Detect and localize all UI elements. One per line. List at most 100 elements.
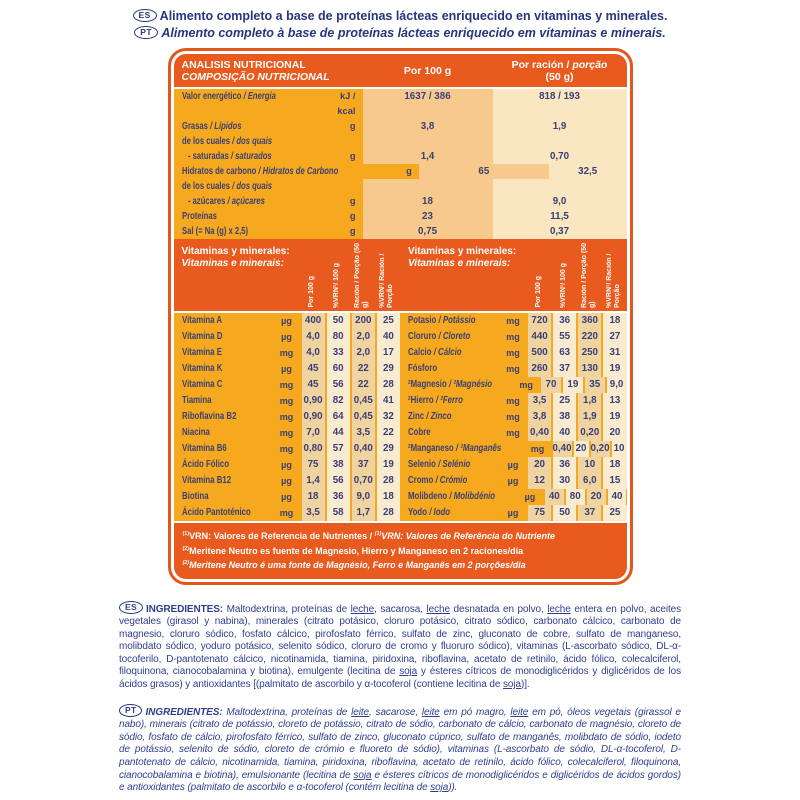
vitamin-value-per-100g: 4,0 — [301, 329, 325, 345]
vitamin-name: Ácido Pantoténico — [181, 507, 251, 518]
vitamin-unit: mg — [279, 508, 294, 518]
rotated-column-header: %VRN¹/ 100 g — [559, 262, 567, 308]
vitamin-value-per-serving: 0,70 — [351, 473, 375, 489]
vitamin-row: Vitamina D µg 4,0 80 2,0 40 — [174, 329, 400, 345]
vitamin-vrn-per-serving: 28 — [376, 505, 400, 521]
vitamin-row: Vitamina C mg 45 56 22 28 — [174, 377, 400, 393]
mineral-vrn-per-100g: 30 — [553, 473, 577, 489]
vitamin-vrn-per-serving: 28 — [376, 473, 400, 489]
rotated-column-header: %VRN¹/ Ración / Porção — [605, 253, 621, 308]
ingredients-paragraph-pt: PT INGREDIENTES: Maltodextrina, proteínas… — [119, 703, 681, 795]
mineral-value-per-serving: 1,9 — [578, 409, 602, 425]
macro-unit — [326, 179, 363, 194]
footnote-source-pt: (2)Meritene Neutro é uma fonte de Magnés… — [182, 560, 526, 570]
macro-value-per-serving: 9,0 — [492, 194, 627, 209]
macro-value-per-serving: 1,9 — [492, 119, 627, 134]
mineral-value-per-100g: 440 — [528, 329, 552, 345]
mineral-value-per-serving: 130 — [578, 361, 602, 377]
mineral-vrn-per-serving: 40 — [607, 489, 627, 505]
macro-value-per-serving: 11,5 — [492, 209, 627, 224]
mineral-vrn-per-serving: 25 — [603, 505, 627, 521]
vitamins-header-es: Vitaminas y minerales: — [181, 246, 290, 257]
mineral-value-per-serving: 20 — [586, 489, 606, 505]
mineral-name: Yodo / Iodo — [408, 507, 451, 518]
mineral-value-per-100g: 720 — [528, 313, 552, 329]
mineral-name: Fósforo — [408, 363, 438, 374]
pt-language-badge: PT — [134, 26, 158, 39]
mineral-vrn-per-100g: 50 — [553, 505, 577, 521]
vitamin-vrn-per-serving: 17 — [376, 345, 400, 361]
mineral-value-per-serving: 360 — [578, 313, 602, 329]
macro-unit: g — [349, 151, 356, 161]
vitamin-row: Biotina µg 18 36 9,0 18 — [174, 489, 400, 505]
mineral-row: Yodo / Iodo µg 75 50 37 25 — [400, 505, 627, 521]
vitamin-vrn-per-serving: 41 — [376, 393, 400, 409]
mineral-value-per-serving: 10 — [578, 457, 602, 473]
vitamin-value-per-serving: 2,0 — [351, 345, 375, 361]
macro-row: Valor energético / Energia kJ / kcal 163… — [174, 89, 627, 119]
mineral-unit: mg — [506, 412, 520, 422]
mineral-name: Molibdeno / Molibdénio — [408, 491, 496, 502]
vitamin-name: Tiamina — [181, 395, 211, 406]
mineral-name: Calcio / Cálcio — [408, 347, 462, 358]
footnote-vrn: (1)VRN: Valores de Referencia de Nutrien… — [182, 531, 555, 541]
mineral-unit: mg — [506, 428, 520, 438]
mineral-row: ²Magnesio / ²Magnésio mg 70 19 35 9,0 — [400, 377, 627, 393]
vitamin-row: Ácido Fólico µg 75 38 37 19 — [174, 457, 400, 473]
mineral-vrn-per-100g: 36 — [553, 313, 577, 329]
mineral-row: Potasio / Potássio mg 720 36 360 18 — [400, 313, 627, 329]
vitamin-value-per-100g: 1,4 — [301, 473, 325, 489]
vitamins-header-pt: Vitaminas e minerais: — [181, 257, 284, 269]
rotated-column-header: Ración / Porção (50 g) — [354, 243, 370, 308]
vitamin-name: Vitamina K — [181, 363, 222, 374]
mineral-vrn-per-serving: 31 — [603, 345, 627, 361]
vitamin-vrn-per-100g: 82 — [326, 393, 350, 409]
macro-value-per-100g: 23 — [362, 209, 493, 224]
vitamin-unit: µg — [281, 364, 292, 374]
mineral-vrn-per-serving: 9,0 — [606, 377, 627, 393]
micronutrients-header: Vitaminas y minerales: Vitaminas e miner… — [173, 239, 627, 313]
macro-label: Hidratos de carbono / Hidratos de Carbon… — [181, 166, 338, 177]
macro-value-per-100g: 3,8 — [362, 119, 493, 134]
mineral-vrn-per-100g: 80 — [565, 489, 585, 505]
pt-language-badge: PT — [119, 703, 143, 717]
macro-row: de los cuales / dos quais — [174, 179, 627, 194]
vitamin-value-per-serving: 22 — [351, 361, 375, 377]
vitamin-value-per-serving: 22 — [351, 377, 375, 393]
macronutrients-section: Valor energético / Energia kJ / kcal 163… — [173, 89, 627, 239]
ingredients-text-es: INGREDIENTES: Maltodextrina, proteínas d… — [119, 603, 681, 691]
macro-unit: g — [349, 226, 356, 236]
vitamin-value-per-100g: 75 — [301, 457, 325, 473]
intro-claims: ES Alimento completo a base de proteínas… — [0, 0, 800, 42]
mineral-vrn-per-100g: 37 — [553, 361, 577, 377]
mineral-vrn-per-serving: 19 — [603, 361, 627, 377]
minerals-rotated-headers: Por 100 g %VRN¹/ 100 g Ración / Porção (… — [526, 239, 627, 311]
column-header-per-serving: Por ración / porção (50 g) — [511, 58, 608, 83]
mineral-value-per-100g: 500 — [528, 345, 552, 361]
vitamin-vrn-per-100g: 50 — [326, 313, 350, 329]
macro-value-per-100g: 1,4 — [362, 149, 493, 164]
macro-unit — [326, 134, 363, 149]
macro-label: Proteínas — [181, 211, 217, 222]
es-language-badge: ES — [119, 600, 143, 614]
mineral-name: Cromo / Crómio — [408, 475, 468, 486]
vitamins-section: Vitamina A µg 400 50 200 25 Vitamina D µ… — [174, 313, 400, 521]
column-header-per-100g: Por 100 g — [403, 64, 452, 77]
vitamin-row: Niacina mg 7,0 44 3,5 22 — [174, 425, 400, 441]
vitamin-vrn-per-100g: 58 — [326, 505, 350, 521]
vitamin-name: Vitamina E — [181, 347, 222, 358]
vitamin-row: Vitamina B12 µg 1,4 56 0,70 28 — [174, 473, 400, 489]
mineral-name: ²Magnesio / ²Magnésio — [408, 379, 493, 390]
vitamin-vrn-per-serving: 25 — [376, 313, 400, 329]
macro-row: Hidratos de carbono / Hidratos de Carbon… — [174, 164, 627, 179]
vitamin-value-per-serving: 1,7 — [351, 505, 375, 521]
vitamin-vrn-per-100g: 44 — [326, 425, 350, 441]
mineral-row: Zinc / Zinco mg 3,8 38 1,9 19 — [400, 409, 627, 425]
mineral-value-per-100g: 75 — [528, 505, 552, 521]
mineral-name: Cobre — [408, 427, 431, 438]
vitamin-value-per-serving: 2,0 — [351, 329, 375, 345]
es-language-badge: ES — [132, 9, 157, 22]
mineral-unit: mg — [506, 332, 520, 342]
panel-title-es: ANALISIS NUTRICIONAL — [181, 59, 306, 71]
vitamin-value-per-100g: 0,80 — [301, 441, 325, 457]
